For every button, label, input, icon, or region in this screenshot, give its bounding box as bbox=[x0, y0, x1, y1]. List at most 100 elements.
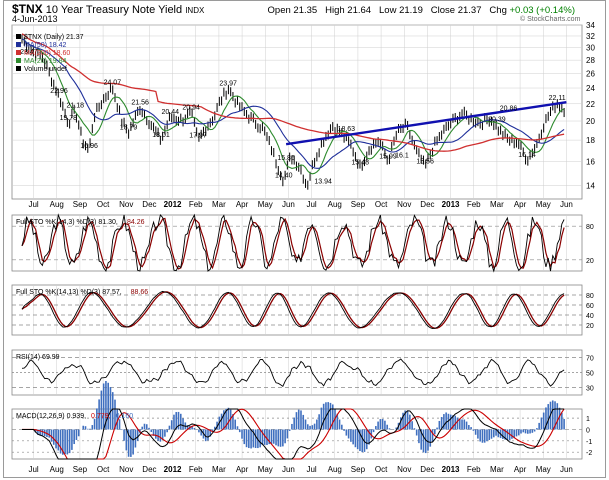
x-label-bottom-11: Jun bbox=[282, 465, 295, 474]
rsi-tick-50: 50 bbox=[586, 371, 594, 378]
x-label-6: 2012 bbox=[164, 200, 182, 209]
x-label-21: Apr bbox=[514, 200, 527, 209]
x-label-bottom-20: Mar bbox=[490, 465, 504, 474]
annotation-24: 22.11 bbox=[549, 95, 566, 102]
panel-title-rsi-0: RSI(14) 69.99 bbox=[16, 354, 60, 361]
annotation-7: 18.79 bbox=[120, 124, 138, 131]
x-label-bottom-19: Feb bbox=[467, 465, 481, 474]
s2-tick-60: 60 bbox=[586, 303, 594, 310]
annotation-13: 15.86 bbox=[277, 155, 295, 162]
panel-title-s2-0: Full STO %K(14,13) %D(3) 87.57, bbox=[16, 289, 122, 296]
x-label-bottom-12: Jul bbox=[306, 465, 316, 474]
macd-tick-0: 0 bbox=[586, 427, 590, 434]
x-label-bottom-5: Dec bbox=[142, 465, 156, 474]
symbol: $TNX bbox=[12, 2, 43, 16]
x-label-bottom-15: Oct bbox=[375, 465, 388, 474]
annotation-20: 16.1 bbox=[395, 152, 409, 159]
ma50-line bbox=[21, 38, 565, 169]
x-label-8: Mar bbox=[212, 200, 226, 209]
annotation-15: 13.94 bbox=[314, 178, 332, 185]
x-label-bottom-6: 2012 bbox=[164, 465, 182, 474]
y-tick-28: 28 bbox=[586, 56, 595, 65]
y-tick-24: 24 bbox=[586, 84, 595, 93]
s2-tick-40: 40 bbox=[586, 313, 594, 320]
x-label-4: Nov bbox=[119, 200, 133, 209]
s2-tick-80: 80 bbox=[586, 293, 594, 300]
panel-title-macd-1: 0.779, bbox=[91, 413, 111, 420]
annotation-12: 23.97 bbox=[219, 80, 237, 87]
y-tick-32: 32 bbox=[586, 32, 595, 41]
x-label-bottom-9: Apr bbox=[236, 465, 249, 474]
x-label-9: Apr bbox=[236, 200, 249, 209]
ohlc-readout: Open 21.35 High 21.64 Low 21.19 Close 21… bbox=[267, 5, 575, 16]
x-label-22: May bbox=[536, 200, 551, 209]
macd-line bbox=[22, 408, 565, 460]
panel-s2 bbox=[11, 284, 583, 336]
y-tick-18: 18 bbox=[586, 136, 595, 145]
x-label-23: Jun bbox=[560, 200, 573, 209]
exchange: INDX bbox=[185, 6, 205, 15]
x-label-bottom-8: Mar bbox=[212, 465, 226, 474]
watermark: © StockCharts.com bbox=[520, 15, 581, 23]
panel-title-s1-0: Full STO %K(14,3) %D(3) 81.30, bbox=[16, 219, 118, 226]
annotation-3: 19.78 bbox=[60, 115, 78, 122]
legend-swatch-1 bbox=[16, 42, 21, 47]
panel-title-s2-1: 88.66 bbox=[131, 289, 149, 296]
y-tick-16: 16 bbox=[586, 157, 595, 166]
annotation-19: 15.56 bbox=[416, 158, 434, 165]
y-tick-30: 30 bbox=[586, 44, 595, 53]
annotation-6: 21.56 bbox=[131, 99, 149, 106]
x-label-7: Feb bbox=[189, 200, 203, 209]
legend-swatch-4 bbox=[16, 66, 21, 71]
s1-tick-80: 80 bbox=[586, 224, 594, 231]
panel-title-macd-2: 0.160 bbox=[116, 413, 134, 420]
x-label-2: Sep bbox=[73, 200, 88, 209]
annotation-11: 17.97 bbox=[189, 132, 207, 139]
legend-text-4: Volume undef bbox=[24, 66, 67, 73]
legend-text-2: MA(200) 18.60 bbox=[24, 50, 70, 57]
annotation-5: 24.07 bbox=[104, 80, 122, 87]
x-label-bottom-3: Oct bbox=[97, 465, 110, 474]
sto2-k-line bbox=[21, 290, 565, 330]
annotation-21: 20.86 bbox=[500, 105, 518, 112]
chart-frame: $TNX 10 Year Treasury Note Yield INDX 4-… bbox=[3, 0, 606, 478]
rsi-tick-70: 70 bbox=[586, 356, 594, 363]
x-label-18: 2013 bbox=[442, 200, 460, 209]
y-tick-34: 34 bbox=[586, 21, 595, 30]
macd-histogram bbox=[34, 380, 565, 457]
x-label-bottom-21: Apr bbox=[514, 465, 527, 474]
x-label-19: Feb bbox=[467, 200, 481, 209]
x-label-bottom-18: 2013 bbox=[442, 465, 460, 474]
annotation-9: 20.94 bbox=[182, 105, 200, 112]
chart-header: $TNX 10 Year Treasury Note Yield INDX bbox=[12, 2, 204, 16]
panel-s1 bbox=[11, 214, 583, 272]
x-label-13: Aug bbox=[328, 200, 342, 209]
x-label-20: Mar bbox=[490, 200, 504, 209]
x-label-11: Jun bbox=[282, 200, 295, 209]
macd-tick--1: -1 bbox=[586, 439, 592, 446]
x-label-bottom-22: May bbox=[536, 465, 551, 474]
s2-tick-20: 20 bbox=[586, 323, 594, 330]
x-label-bottom-1: Aug bbox=[50, 465, 64, 474]
x-label-14: Sep bbox=[351, 200, 366, 209]
rsi-tick-30: 30 bbox=[586, 386, 594, 393]
sto1-k-line bbox=[21, 213, 565, 273]
x-label-3: Oct bbox=[97, 200, 110, 209]
x-label-bottom-2: Sep bbox=[73, 465, 88, 474]
symbol-name: 10 Year Treasury Note Yield bbox=[45, 4, 183, 16]
x-label-bottom-17: Dec bbox=[420, 465, 434, 474]
legend-text-3: MA(20) 19.84 bbox=[24, 58, 67, 65]
rsi-line bbox=[21, 358, 565, 388]
annotation-16: 18.63 bbox=[338, 126, 356, 133]
price-bars bbox=[21, 34, 565, 190]
y-tick-14: 14 bbox=[586, 182, 595, 191]
x-label-bottom-13: Aug bbox=[328, 465, 342, 474]
sto1-d-line bbox=[21, 217, 565, 270]
macd-signal-line bbox=[22, 408, 565, 460]
x-label-bottom-23: Jun bbox=[560, 465, 573, 474]
annotation-4: 16.96 bbox=[80, 143, 98, 150]
x-label-1: Aug bbox=[50, 200, 64, 209]
legend-text-0: $TNX (Daily) 21.37 bbox=[24, 34, 84, 41]
legend-swatch-0 bbox=[16, 34, 21, 39]
y-tick-26: 26 bbox=[586, 70, 595, 79]
